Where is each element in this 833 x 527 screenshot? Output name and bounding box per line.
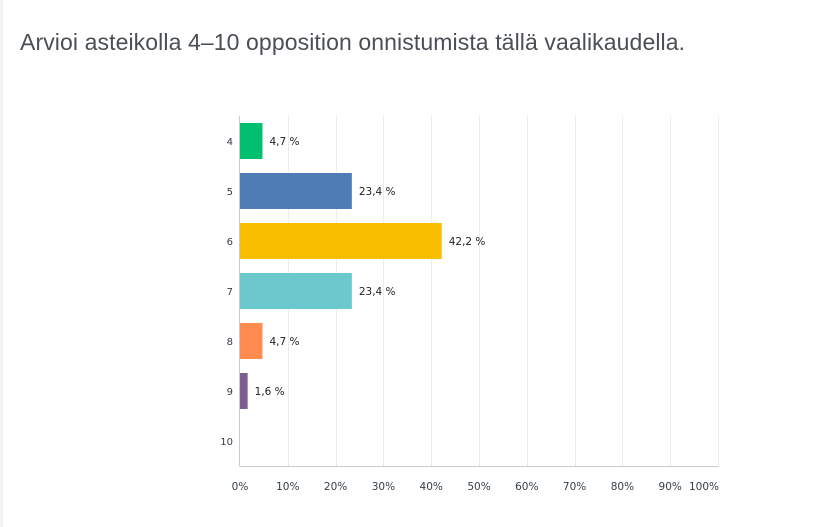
value-label: 4,7 % <box>269 136 299 148</box>
x-tick-label: 70% <box>563 481 586 493</box>
x-tick-label: 20% <box>324 481 347 493</box>
category-label: 5 <box>227 187 233 198</box>
panel-left-border <box>0 0 3 527</box>
x-tick-label: 60% <box>515 481 538 493</box>
value-label: 1,6 % <box>255 386 285 398</box>
x-tick-label: 0% <box>232 481 249 493</box>
category-label: 6 <box>227 237 233 248</box>
x-tick-label: 80% <box>611 481 634 493</box>
x-tick-label: 10% <box>276 481 299 493</box>
bar-7 <box>240 273 352 309</box>
bar-8 <box>240 323 263 359</box>
value-label: 42,2 % <box>449 236 486 248</box>
bar-9 <box>240 373 248 409</box>
x-tick-label: 100% <box>689 481 719 493</box>
x-tick-label: 30% <box>372 481 395 493</box>
category-label: 8 <box>227 337 233 348</box>
bar-5 <box>240 173 352 209</box>
bar-4 <box>240 123 263 159</box>
x-tick-label: 40% <box>420 481 443 493</box>
value-label: 4,7 % <box>269 336 299 348</box>
question-title: Arvioi asteikolla 4–10 opposition onnist… <box>20 29 686 55</box>
category-label: 10 <box>220 437 233 448</box>
category-label: 7 <box>227 287 233 298</box>
bar-6 <box>240 223 442 259</box>
value-label: 23,4 % <box>359 186 396 198</box>
category-label: 4 <box>227 137 233 148</box>
value-label: 23,4 % <box>359 286 396 298</box>
x-tick-label: 50% <box>467 481 490 493</box>
x-tick-label: 90% <box>659 481 682 493</box>
category-label: 9 <box>227 387 233 398</box>
